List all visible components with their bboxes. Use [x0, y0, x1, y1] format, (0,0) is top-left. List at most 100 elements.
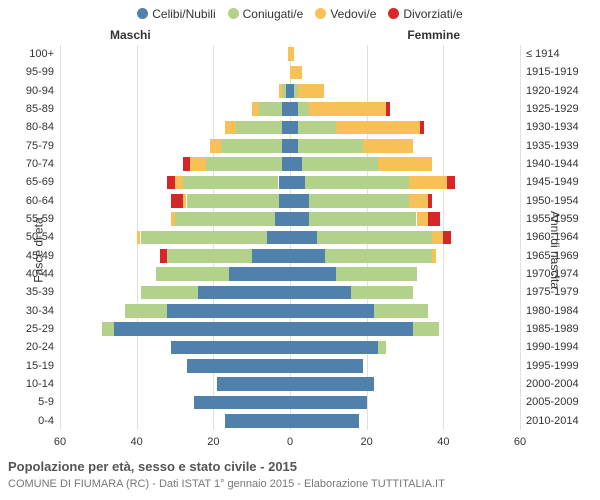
chart-title: Popolazione per età, sesso e stato civil…: [8, 459, 297, 474]
age-label: 45-49: [26, 247, 54, 265]
legend-label: Vedovi/e: [330, 7, 376, 21]
age-label: 50-54: [26, 228, 54, 246]
age-row: 80-841930-1934: [60, 118, 520, 136]
legend: Celibi/NubiliConiugati/eVedovi/eDivorzia…: [0, 6, 600, 21]
age-label: 35-39: [26, 283, 54, 301]
bar-seg-male: [236, 121, 282, 135]
legend-item: Vedovi/e: [315, 6, 376, 21]
bar-seg-male: [183, 176, 279, 190]
birth-label: 1930-1934: [526, 118, 579, 136]
age-row: 60-641950-1954: [60, 192, 520, 210]
age-label: 85-89: [26, 100, 54, 118]
bar-seg-male: [187, 194, 279, 208]
bar-seg-male: [267, 231, 290, 245]
bar-seg-female: [428, 194, 432, 208]
bar-seg-female: [290, 194, 309, 208]
birth-label: 1960-1964: [526, 228, 579, 246]
bar-seg-male: [187, 359, 291, 373]
bar-seg-male: [259, 102, 282, 116]
age-label: 95-99: [26, 63, 54, 81]
bar-seg-male: [279, 176, 291, 190]
x-tick-label: 20: [207, 436, 219, 448]
birth-label: 1915-1919: [526, 63, 579, 81]
age-label: 100+: [29, 45, 54, 63]
bar-seg-female: [336, 121, 420, 135]
age-row: 70-741940-1944: [60, 155, 520, 173]
age-label: 25-29: [26, 320, 54, 338]
bar-seg-male: [210, 139, 222, 153]
bar-seg-male: [167, 176, 175, 190]
bar-seg-female: [290, 322, 413, 336]
bar-seg-male: [275, 212, 290, 226]
bar-seg-male: [183, 194, 187, 208]
age-row: 0-42010-2014: [60, 412, 520, 430]
bar-seg-female: [420, 121, 424, 135]
bar-seg-male: [279, 84, 283, 98]
bar-seg-female: [290, 139, 298, 153]
bar-seg-male: [282, 102, 290, 116]
bar-seg-male: [221, 139, 282, 153]
birth-label: 1950-1954: [526, 192, 579, 210]
bar-seg-male: [171, 341, 290, 355]
age-row: 30-341980-1984: [60, 302, 520, 320]
bar-seg-male: [141, 231, 268, 245]
bar-seg-female: [447, 176, 455, 190]
bar-seg-female: [290, 304, 374, 318]
age-row: 15-191995-1999: [60, 357, 520, 375]
age-row: 35-391975-1979: [60, 283, 520, 301]
birth-label: 1970-1974: [526, 265, 579, 283]
x-tick-label: 60: [54, 436, 66, 448]
age-row: 65-691945-1949: [60, 173, 520, 191]
age-row: 55-591955-1959: [60, 210, 520, 228]
birth-label: 2010-2014: [526, 412, 579, 430]
legend-item: Coniugati/e: [228, 6, 304, 21]
age-row: 10-142000-2004: [60, 375, 520, 393]
age-label: 80-84: [26, 118, 54, 136]
bar-seg-female: [290, 414, 359, 428]
age-label: 40-44: [26, 265, 54, 283]
bar-seg-male: [167, 249, 251, 263]
bar-seg-female: [290, 212, 309, 226]
bar-seg-female: [309, 102, 386, 116]
bar-seg-female: [290, 286, 351, 300]
bar-seg-male: [175, 176, 183, 190]
birth-label: 2000-2004: [526, 375, 579, 393]
bar-seg-male: [167, 304, 290, 318]
bar-seg-male: [282, 157, 290, 171]
bar-seg-female: [443, 231, 451, 245]
age-row: 90-941920-1924: [60, 82, 520, 100]
age-row: 25-291985-1989: [60, 320, 520, 338]
age-label: 30-34: [26, 302, 54, 320]
bar-seg-male: [225, 414, 290, 428]
age-label: 70-74: [26, 155, 54, 173]
legend-dot: [315, 8, 326, 19]
female-col-label: Femmine: [407, 28, 460, 42]
bar-seg-male: [102, 322, 114, 336]
legend-dot: [137, 8, 148, 19]
birth-label: ≤ 1914: [526, 45, 560, 63]
birth-label: 1990-1994: [526, 338, 579, 356]
birth-label: 2005-2009: [526, 393, 579, 411]
legend-label: Celibi/Nubili: [152, 7, 215, 21]
bar-seg-male: [194, 396, 290, 410]
bar-seg-female: [374, 304, 428, 318]
bar-seg-female: [298, 139, 363, 153]
age-row: 75-791935-1939: [60, 137, 520, 155]
bar-seg-male: [229, 267, 290, 281]
birth-label: 1980-1984: [526, 302, 579, 320]
bar-seg-male: [160, 249, 168, 263]
bar-seg-male: [282, 84, 286, 98]
x-tick-label: 0: [287, 436, 293, 448]
bar-seg-female: [290, 176, 305, 190]
bar-seg-female: [432, 231, 444, 245]
bar-seg-female: [290, 231, 317, 245]
age-row: 50-541960-1964: [60, 228, 520, 246]
bar-seg-male: [190, 157, 205, 171]
age-label: 90-94: [26, 82, 54, 100]
legend-label: Coniugati/e: [243, 7, 304, 21]
bar-seg-male: [183, 157, 191, 171]
birth-label: 1985-1989: [526, 320, 579, 338]
bar-seg-female: [305, 176, 409, 190]
bar-seg-female: [298, 84, 325, 98]
bar-seg-female: [413, 322, 440, 336]
